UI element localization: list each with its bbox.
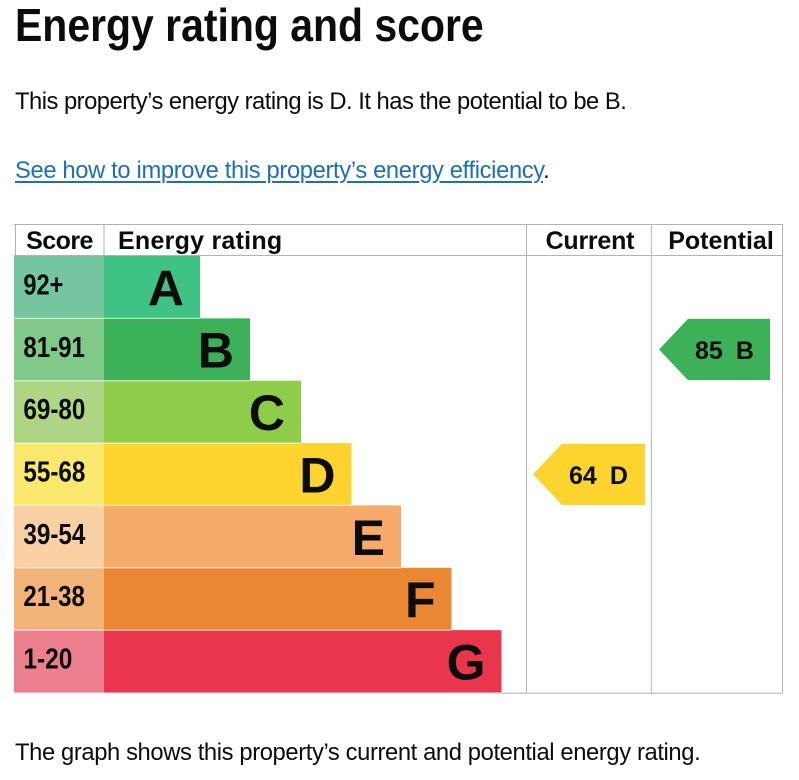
svg-text:G: G [447,635,486,691]
svg-text:92+: 92+ [23,270,63,302]
svg-text:A: A [148,260,184,316]
svg-text:81-91: 81-91 [23,332,85,364]
svg-text:Current: Current [546,227,636,255]
svg-text:39-54: 39-54 [23,519,85,551]
svg-text:D: D [299,447,335,503]
svg-text:C: C [249,385,285,441]
svg-text:Score: Score [26,227,93,255]
svg-text:Energy rating: Energy rating [118,227,282,255]
svg-text:E: E [352,510,385,566]
svg-text:B: B [198,323,234,379]
svg-text:Potential: Potential [668,227,774,255]
svg-text:F: F [405,572,436,628]
svg-text:55-68: 55-68 [23,457,85,489]
svg-text:1-20: 1-20 [23,644,72,676]
svg-text:69-80: 69-80 [23,394,85,426]
svg-text:21-38: 21-38 [23,581,85,613]
